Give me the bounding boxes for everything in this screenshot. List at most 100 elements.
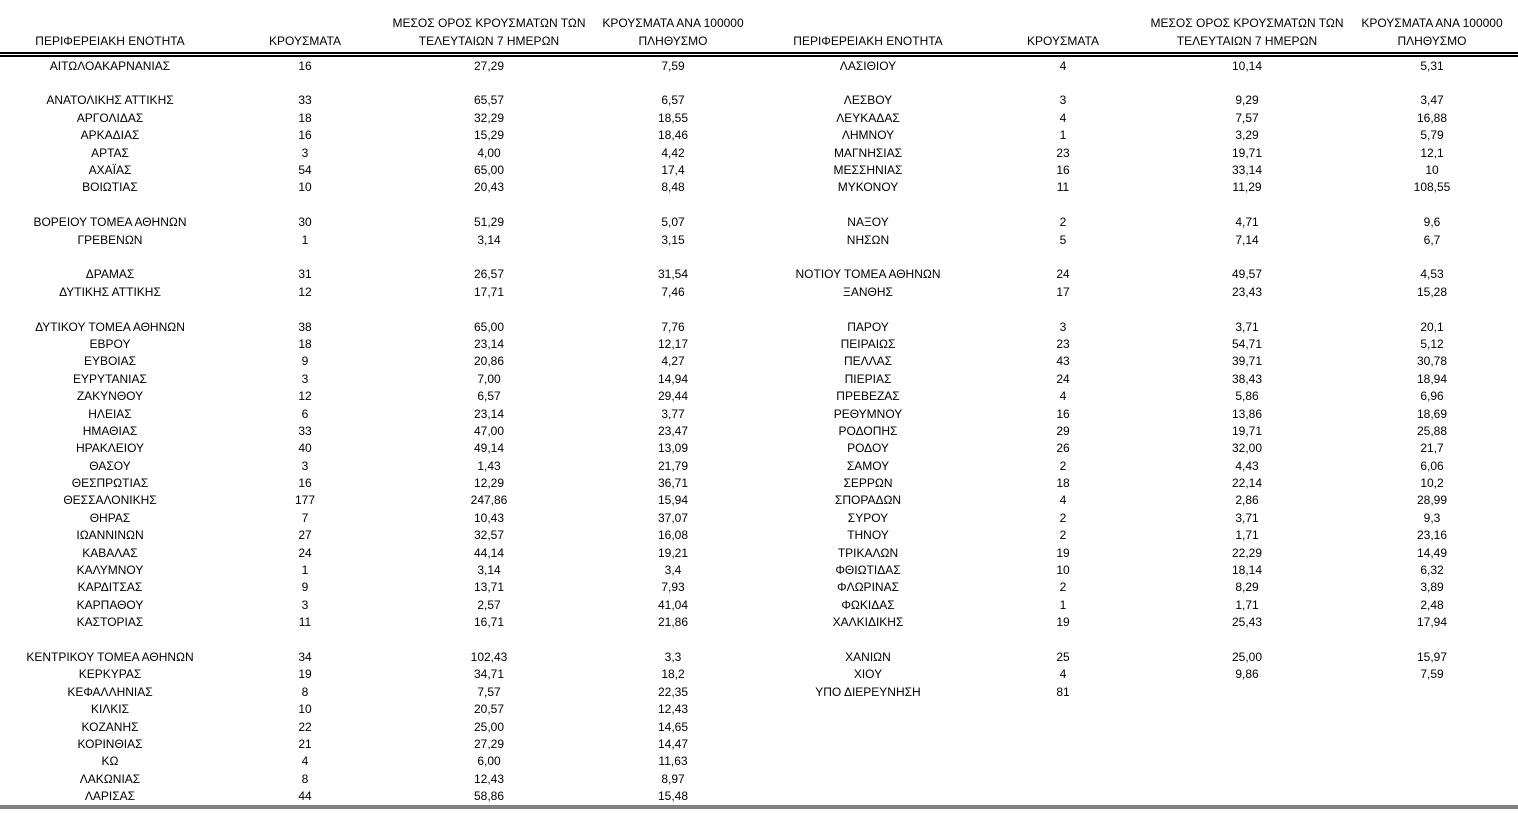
avg-7day-cell xyxy=(1148,753,1346,770)
per-100k-cell: 16,08 xyxy=(657,528,689,543)
region-cell: ΚΟΡΙΝΘΙΑΣ xyxy=(77,736,143,751)
avg-7day-cell: 49,57 xyxy=(1231,267,1263,282)
avg-7day-cell: 34,71 xyxy=(473,667,505,682)
region-cell: ΔΡΑΜΑΣ xyxy=(85,267,135,282)
avg-7day-cell xyxy=(390,248,588,265)
column-header: ΜΕΣΟΣ ΟΡΟΣ ΚΡΟΥΣΜΑΤΩΝ ΤΩΝ ΤΕΛΕΥΤΑΙΩΝ 7 Η… xyxy=(1148,0,1346,57)
table-row: ΖΑΚΥΝΘΟΥ 12 6,57 29,44 ΠΡΕΒΕΖΑΣ 4 5,86 6,96 xyxy=(0,387,1518,404)
per-100k-cell xyxy=(588,300,758,317)
avg-7day-cell xyxy=(390,300,588,317)
avg-7day-cell: 10,43 xyxy=(473,510,505,525)
cases-cell: 3 xyxy=(301,371,309,386)
per-100k-cell: 18,69 xyxy=(1416,406,1448,421)
column-header: ΚΡΟΥΣΜΑΤΑ xyxy=(220,0,390,57)
region-cell: ΧΙΟΥ xyxy=(853,667,883,682)
region-cell: ΜΑΓΝΗΣΙΑΣ xyxy=(833,145,903,160)
cases-cell: 2 xyxy=(1059,528,1067,543)
per-100k-cell: 21,79 xyxy=(657,458,689,473)
avg-7day-cell: 4,00 xyxy=(477,145,501,160)
region-cell: ΤΗΝΟΥ xyxy=(847,528,889,543)
avg-7day-cell: 1,43 xyxy=(477,458,501,473)
cases-cell: 1 xyxy=(301,563,309,578)
column-header: ΜΕΣΟΣ ΟΡΟΣ ΚΡΟΥΣΜΑΤΩΝ ΤΩΝ ΤΕΛΕΥΤΑΙΩΝ 7 Η… xyxy=(390,0,588,57)
per-100k-cell: 7,93 xyxy=(661,580,685,595)
per-100k-cell: 22,35 xyxy=(657,684,689,699)
cases-cell xyxy=(978,700,1148,717)
avg-7day-cell xyxy=(1148,770,1346,787)
table-row: ΑΡΓΟΛΙΔΑΣ 18 32,29 18,55 ΛΕΥΚΑΔΑΣ 4 7,57 16,88 xyxy=(0,109,1518,126)
avg-7day-cell: 25,00 xyxy=(473,719,505,734)
cases-cell: 4 xyxy=(1059,110,1067,125)
avg-7day-cell: 22,29 xyxy=(1231,545,1263,560)
cases-cell xyxy=(220,196,390,213)
avg-7day-cell: 2,57 xyxy=(477,597,501,612)
cases-cell: 19 xyxy=(1056,545,1070,560)
region-cell: ΛΗΜΝΟΥ xyxy=(841,128,895,143)
cases-cell: 12 xyxy=(298,389,312,404)
table-row: ΔΥΤΙΚΟΥ ΤΟΜΕΑ ΑΘΗΝΩΝ 38 65,00 7,76 ΠΑΡΟΥ 3 3,7… xyxy=(0,318,1518,335)
cases-cell: 1 xyxy=(1059,597,1067,612)
avg-7day-cell: 32,29 xyxy=(473,110,505,125)
table-row: ΑΧΑΪΑΣ 54 65,00 17,4 ΜΕΣΣΗΝΙΑΣ 16 33,14 10 xyxy=(0,161,1518,178)
per-100k-cell: 15,28 xyxy=(1416,284,1448,299)
avg-7day-cell: 32,00 xyxy=(1231,441,1263,456)
cases-cell: 22 xyxy=(298,719,312,734)
region-cell xyxy=(758,770,978,787)
avg-7day-cell: 4,71 xyxy=(1235,215,1259,230)
region-cell xyxy=(0,631,220,648)
region-cell: ΙΩΑΝΝΙΝΩΝ xyxy=(76,528,144,543)
per-100k-cell: 3,3 xyxy=(664,649,682,664)
cases-cell xyxy=(978,718,1148,735)
per-100k-cell: 3,77 xyxy=(661,406,685,421)
avg-7day-cell: 247,86 xyxy=(470,493,508,508)
per-100k-cell: 5,07 xyxy=(661,215,685,230)
region-cell: ΠΙΕΡΙΑΣ xyxy=(844,371,892,386)
region-cell: ΛΕΣΒΟΥ xyxy=(843,93,893,108)
table-body: ΑΙΤΩΛΟΑΚΑΡΝΑΝΙΑΣ 16 27,29 7,59 ΛΑΣΙΘΙΟΥ 4 10,1… xyxy=(0,55,1518,807)
region-cell: ΖΑΚΥΝΘΟΥ xyxy=(76,389,144,404)
per-100k-cell: 31,54 xyxy=(657,267,689,282)
avg-7day-cell: 23,14 xyxy=(473,336,505,351)
region-cell: ΛΕΥΚΑΔΑΣ xyxy=(836,110,900,125)
per-100k-cell: 14,47 xyxy=(657,736,689,751)
per-100k-cell: 4,42 xyxy=(661,145,685,160)
column-header: ΠΕΡΙΦΕΡΕΙΑΚΗ ΕΝΟΤΗΤΑ xyxy=(758,0,978,57)
per-100k-cell: 29,44 xyxy=(657,389,689,404)
cases-cell: 34 xyxy=(298,649,312,664)
per-100k-cell xyxy=(1346,787,1518,806)
table-row: ΕΒΡΟΥ 18 23,14 12,17 ΠΕΙΡΑΙΩΣ 23 54,71 5,12 xyxy=(0,335,1518,352)
table-row: ΙΩΑΝΝΙΝΩΝ 27 32,57 16,08 ΤΗΝΟΥ 2 1,71 23,16 xyxy=(0,527,1518,544)
cases-cell: 2 xyxy=(1059,458,1067,473)
table-row: ΘΕΣΠΡΩΤΙΑΣ 16 12,29 36,71 ΣΕΡΡΩΝ 18 22,14 10,2 xyxy=(0,474,1518,491)
per-100k-cell xyxy=(588,631,758,648)
per-100k-cell: 6,06 xyxy=(1420,458,1444,473)
per-100k-cell: 7,59 xyxy=(1420,667,1444,682)
avg-7day-cell: 3,71 xyxy=(1235,319,1259,334)
per-100k-cell xyxy=(1346,300,1518,317)
table-row: ΘΑΣΟΥ 3 1,43 21,79 ΣΑΜΟΥ 2 4,43 6,06 xyxy=(0,457,1518,474)
region-cell: ΗΛΕΙΑΣ xyxy=(88,406,132,421)
cases-cell xyxy=(978,631,1148,648)
cases-cell: 19 xyxy=(298,667,312,682)
avg-7day-cell: 27,29 xyxy=(473,58,505,73)
per-100k-cell: 20,1 xyxy=(1420,319,1444,334)
cases-cell xyxy=(978,248,1148,265)
region-cell: ΝΟΤΙΟΥ ΤΟΜΕΑ ΑΘΗΝΩΝ xyxy=(795,267,941,282)
region-cell: ΚΕΡΚΥΡΑΣ xyxy=(78,667,142,682)
avg-7day-cell: 17,71 xyxy=(473,284,505,299)
region-cell xyxy=(0,196,220,213)
region-cell: ΒΟΙΩΤΙΑΣ xyxy=(82,180,138,195)
region-cell: ΚΕΦΑΛΛΗΝΙΑΣ xyxy=(67,684,153,699)
region-cell: ΦΩΚΙΔΑΣ xyxy=(841,597,895,612)
table-row: ΑΡΚΑΔΙΑΣ 16 15,29 18,46 ΛΗΜΝΟΥ 1 3,29 5,79 xyxy=(0,127,1518,144)
column-header: ΚΡΟΥΣΜΑΤΑ ΑΝΑ 100000 ΠΛΗΘΥΣΜΟ xyxy=(1346,0,1518,57)
cases-cell: 12 xyxy=(298,284,312,299)
per-100k-cell: 9,3 xyxy=(1423,510,1441,525)
avg-7day-cell: 33,14 xyxy=(1231,163,1263,178)
avg-7day-cell xyxy=(390,74,588,91)
per-100k-cell: 21,7 xyxy=(1420,441,1444,456)
region-cell: ΦΘΙΩΤΙΔΑΣ xyxy=(835,563,901,578)
avg-7day-cell: 16,71 xyxy=(473,615,505,630)
cases-cell: 1 xyxy=(301,232,309,247)
table-row: ΚΑΒΑΛΑΣ 24 44,14 19,21 ΤΡΙΚΑΛΩΝ 19 22,29 14,49 xyxy=(0,544,1518,561)
